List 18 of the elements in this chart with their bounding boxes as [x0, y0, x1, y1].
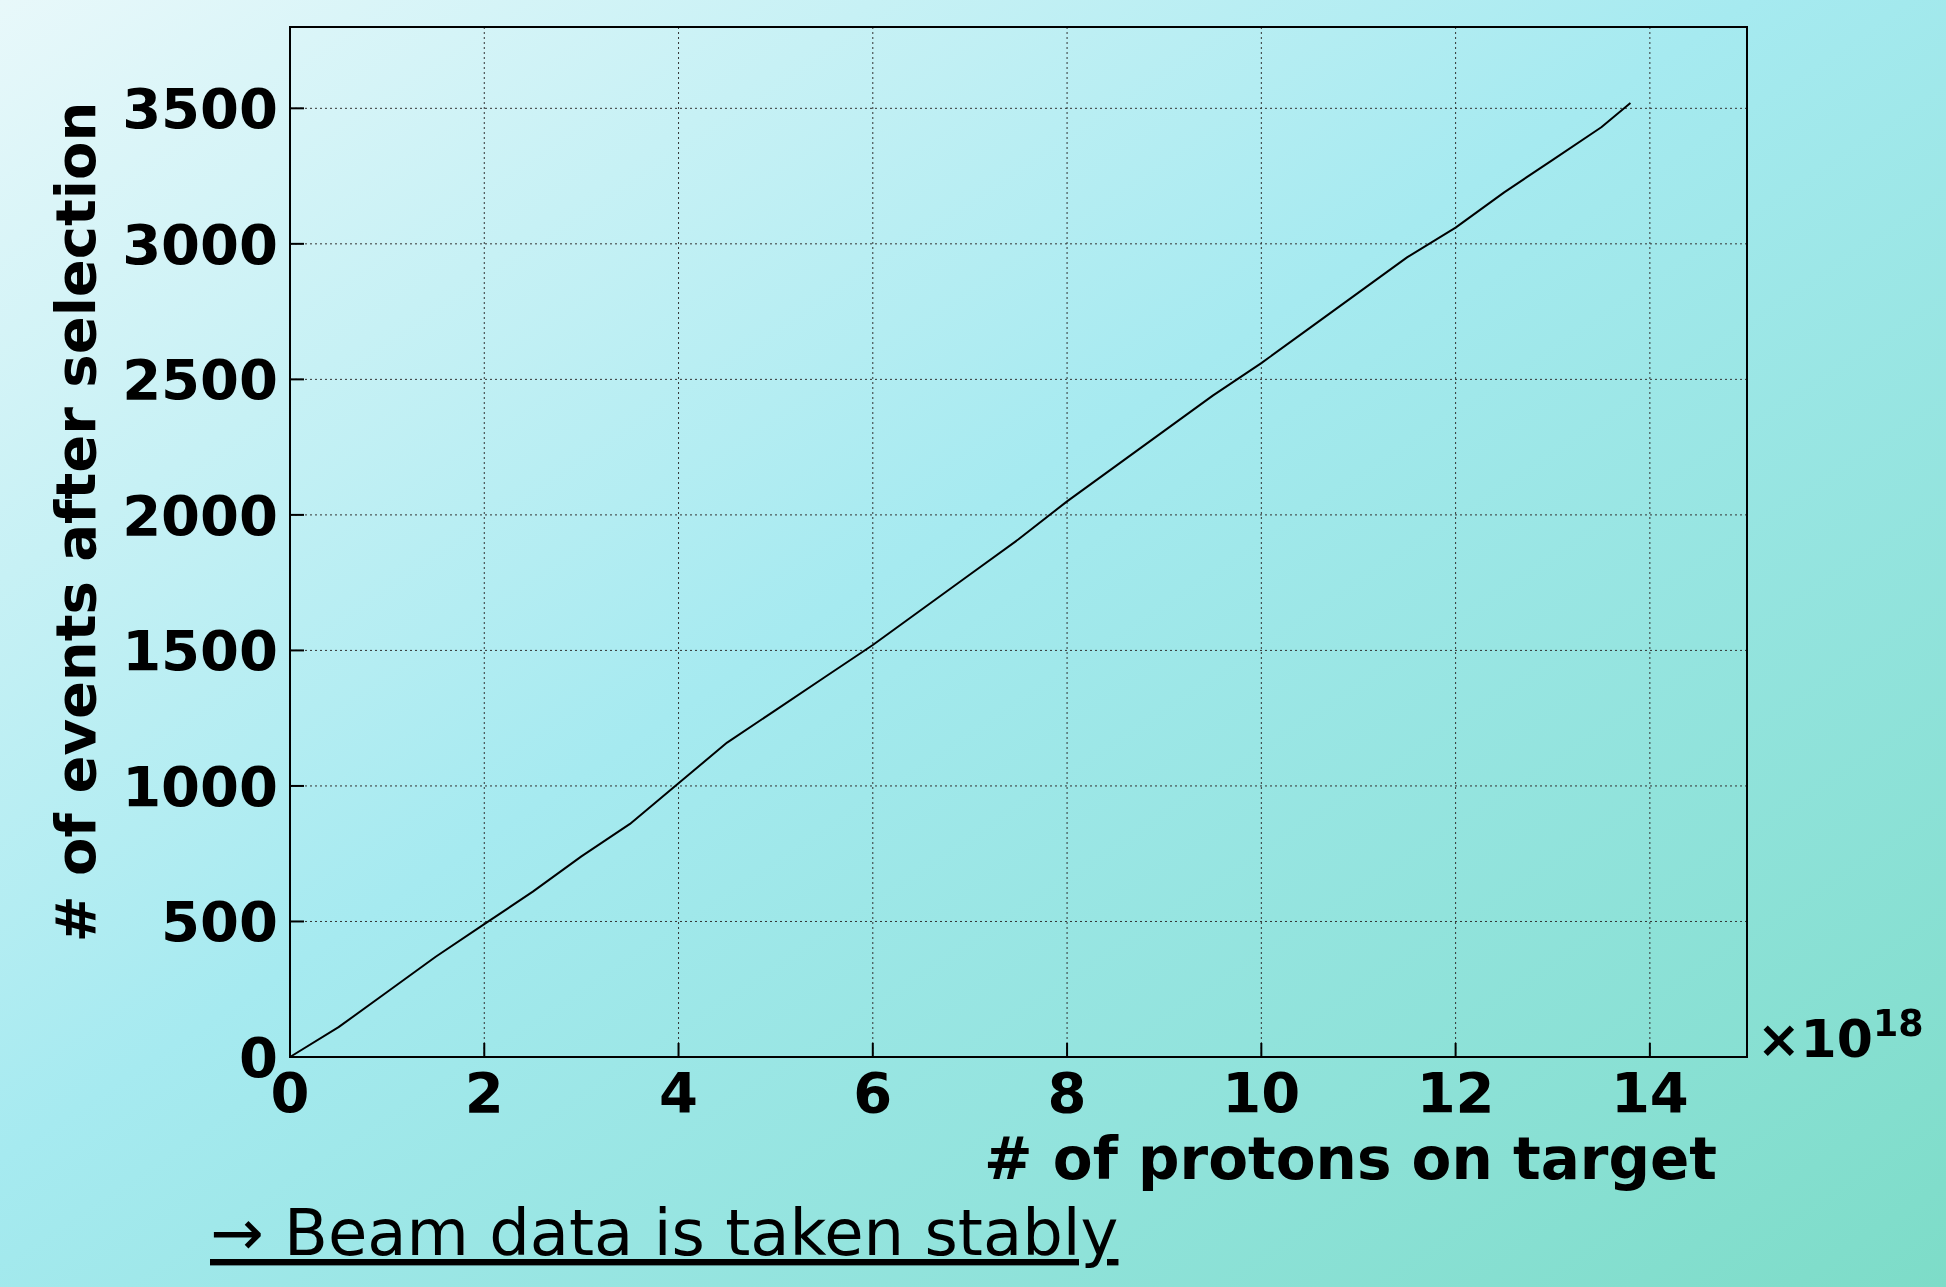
text: → Beam data is taken stably	[210, 1196, 1119, 1270]
text: ×10$^{18}$	[1757, 1001, 1924, 1069]
y-tick-label: 3500	[122, 76, 278, 142]
x-tick-label: 10	[1222, 1060, 1301, 1125]
x-tick-label: 8	[1047, 1060, 1087, 1125]
x-tick-label: 6	[853, 1060, 893, 1125]
x-tick-label: 4	[659, 1060, 699, 1125]
y-tick-label: 1000	[122, 753, 278, 819]
y-tick-label: 500	[161, 889, 278, 955]
x-axis-title: # of protons on target	[984, 1125, 1717, 1193]
y-tick-label: 2500	[122, 347, 278, 413]
x-tick-label: 2	[464, 1060, 504, 1125]
y-tick-label: 3000	[122, 211, 278, 277]
x-tick-label: 12	[1416, 1060, 1495, 1125]
y-tick-label: 2000	[122, 482, 278, 548]
x-tick-label: 14	[1610, 1060, 1689, 1125]
y-axis-title: # of events after selection	[43, 101, 108, 943]
y-tick-label: 1500	[122, 618, 278, 684]
